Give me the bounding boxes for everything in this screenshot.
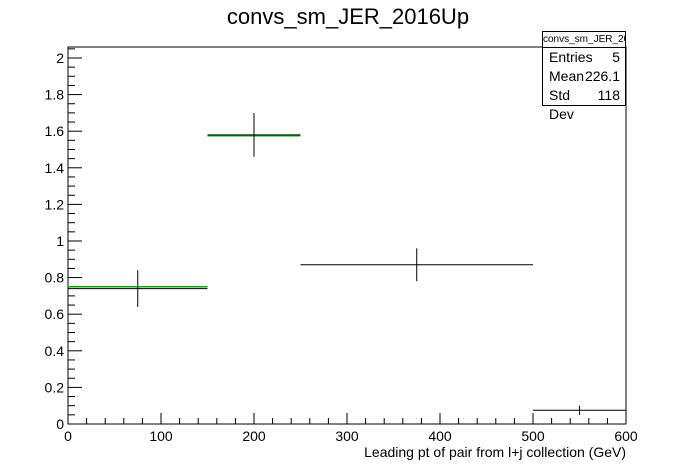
stats-row-value: 5 — [612, 49, 620, 65]
y-tick-label: 1.4 — [45, 160, 65, 176]
x-tick-label: 200 — [242, 428, 266, 444]
x-axis: 0 100 200 300 400 500 600 — [64, 413, 638, 444]
stats-row: Std Dev 118 — [543, 86, 625, 122]
data-bins — [68, 112, 626, 415]
y-tick-label: 1.6 — [45, 123, 65, 139]
chart-title: convs_sm_JER_2016Up — [227, 4, 469, 29]
stats-row: Mean 226.1 — [543, 67, 625, 86]
y-tick-label: 1.8 — [45, 87, 65, 103]
y-tick-label: 0 — [56, 416, 64, 432]
y-tick-label: 0.2 — [45, 379, 65, 395]
y-tick-label: 2 — [56, 50, 64, 66]
x-tick-label: 0 — [64, 428, 72, 444]
stats-row-label: Std Dev — [549, 87, 574, 122]
y-tick-label: 0.8 — [45, 270, 65, 286]
y-tick-label: 1 — [56, 233, 64, 249]
x-tick-label: 600 — [614, 428, 638, 444]
y-tick-label: 1.2 — [45, 196, 65, 212]
x-tick-label: 500 — [521, 428, 545, 444]
stats-row-label: Mean — [549, 68, 585, 84]
stats-row-label: Entries — [549, 49, 593, 65]
x-axis-label: Leading pt of pair from l+j collection (… — [364, 444, 626, 460]
y-axis: 0 0.2 0.4 0.6 0.8 1 1.2 1.4 1.6 1.8 2 — [45, 48, 82, 432]
y-tick-label: 0.4 — [45, 343, 65, 359]
stats-row-value: 118 — [597, 87, 620, 103]
y-tick-label: 0.6 — [45, 306, 65, 322]
stats-box-title: convs_sm_JER_2016Up — [543, 32, 625, 48]
stats-row-value: 226.1 — [584, 68, 620, 84]
x-tick-label: 400 — [428, 428, 452, 444]
x-tick-label: 100 — [149, 428, 173, 444]
stats-box: convs_sm_JER_2016Up Entries5Mean226.1Std… — [542, 31, 626, 122]
stats-row: Entries 5 — [543, 48, 625, 67]
x-tick-label: 300 — [335, 428, 359, 444]
stats-rows: Entries 5 Mean 226.1 Std Dev 118 — [543, 48, 625, 122]
